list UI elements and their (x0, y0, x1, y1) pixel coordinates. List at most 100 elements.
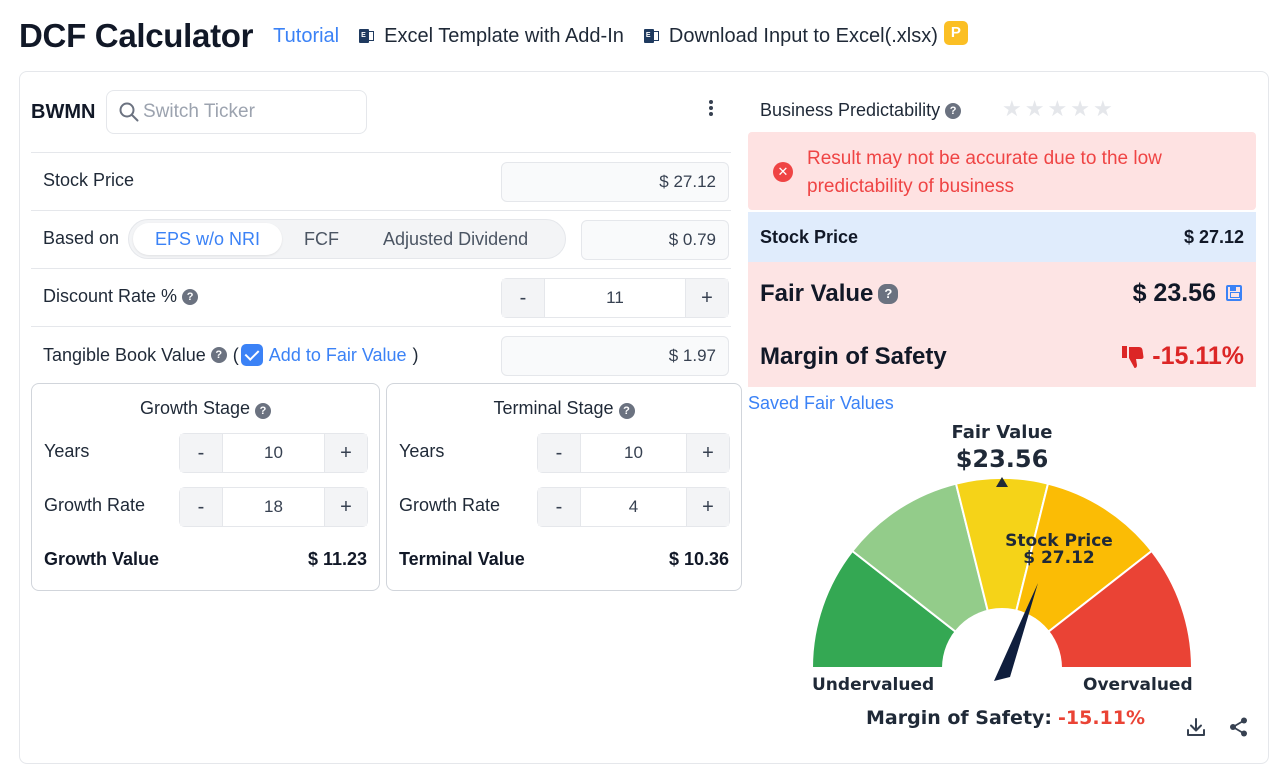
gauge-mos-value: -15.11% (1058, 707, 1145, 729)
search-input[interactable] (143, 99, 358, 125)
growth-rate-stepper: - 18 + (179, 487, 368, 527)
help-icon[interactable]: ? (255, 403, 272, 419)
based-on-option-fcf[interactable]: FCF (304, 229, 340, 249)
result-stock-price-label: Stock Price (760, 227, 859, 247)
predictability-rating: ★ ★ ★ ★ ★ (1002, 98, 1116, 120)
based-on-label: Based on (43, 228, 120, 248)
download-icon[interactable] (1185, 716, 1207, 738)
gauge-mos-label: Margin of Safety: -15.11% (866, 707, 1145, 729)
increment-button[interactable]: + (325, 434, 367, 472)
margin-of-safety-value: -15.11% (1152, 342, 1244, 370)
fair-value-label: Fair Value (760, 280, 874, 307)
tangible-book-value-row: Tangible Book Value ? ( Add to Fair Valu… (31, 326, 731, 384)
discount-rate-stepper: - 11 + (501, 278, 729, 318)
terminal-rate-stepper: - 4 + (537, 487, 730, 527)
decrement-button[interactable]: - (180, 488, 222, 526)
based-on-toggle: EPS w/o NRI FCF Adjusted Dividend (128, 219, 566, 259)
help-icon[interactable]: ? (945, 102, 962, 119)
tbv-field[interactable]: $ 1.97 (501, 336, 729, 376)
terminal-value: $ 10.36 (668, 549, 729, 569)
paren-open: ( (232, 344, 239, 365)
undervalued-label: Undervalued (812, 675, 934, 695)
growth-rate-input[interactable]: 18 (222, 488, 325, 526)
terminal-value-label: Terminal Value (399, 549, 525, 569)
save-icon[interactable] (1226, 285, 1242, 301)
more-options-icon[interactable] (707, 98, 715, 120)
page-header: DCF Calculator Tutorial E Excel Template… (19, 14, 968, 58)
terminal-stage-title: Terminal Stage (493, 398, 614, 418)
growth-years-stepper: - 10 + (179, 433, 368, 473)
business-predictability: Business Predictability ? (760, 100, 962, 121)
increment-button[interactable]: + (687, 434, 729, 472)
terminal-rate-label: Growth Rate (399, 495, 501, 515)
alert-message: Result may not be accurate due to the lo… (807, 148, 1162, 197)
download-excel-link[interactable]: E Download Input to Excel(.xlsx) (643, 25, 938, 48)
growth-stage-title: Growth Stage (139, 398, 251, 418)
based-on-option-eps[interactable]: EPS w/o NRI (133, 223, 283, 255)
gauge-stock-price: $ 27.12 (1023, 548, 1095, 568)
decrement-button[interactable]: - (180, 434, 222, 472)
discount-rate-row: Discount Rate % ? - 11 + (31, 268, 731, 326)
terminal-rate-input[interactable]: 4 (580, 488, 687, 526)
add-to-fair-value-checkbox[interactable] (240, 344, 263, 366)
star-icon: ★ (1092, 96, 1113, 121)
decrement-button[interactable]: - (538, 488, 580, 526)
help-icon[interactable]: ? (210, 347, 227, 363)
star-icon: ★ (1047, 96, 1068, 121)
gauge-fair-value: $23.56 (956, 445, 1049, 473)
stock-price-field[interactable]: $ 27.12 (501, 162, 729, 202)
premium-badge: P (943, 21, 968, 45)
discount-rate-label: Discount Rate % (43, 286, 178, 306)
fair-value: $ 23.56 (1132, 279, 1216, 307)
discount-rate-input[interactable]: 11 (544, 279, 686, 317)
terminal-years-input[interactable]: 10 (580, 434, 687, 472)
based-on-option-dividend[interactable]: Adjusted Dividend (383, 229, 529, 249)
growth-rate-label: Growth Rate (44, 495, 146, 515)
star-icon: ★ (1002, 96, 1022, 121)
tbv-label: Tangible Book Value (43, 344, 206, 365)
share-icon[interactable] (1228, 716, 1250, 738)
based-on-row: Based on EPS w/o NRI FCF Adjusted Divide… (31, 210, 731, 268)
terminal-years-stepper: - 10 + (537, 433, 730, 473)
growth-stage-title-wrap: Growth Stage? (32, 398, 379, 419)
tutorial-link[interactable]: Tutorial (273, 24, 340, 47)
result-stock-price: Stock Price $ 27.12 (748, 212, 1256, 262)
growth-years-input[interactable]: 10 (222, 434, 325, 472)
help-icon[interactable]: ? (618, 403, 635, 419)
excel-template-link[interactable]: E Excel Template with Add-In (359, 25, 624, 48)
page-title: DCF Calculator (19, 17, 254, 54)
switch-ticker-search[interactable] (106, 90, 367, 134)
discount-rate-label-wrap: Discount Rate % ? (43, 286, 199, 307)
fair-value-marker-icon (996, 477, 1008, 487)
error-icon: ✕ (773, 162, 793, 182)
search-icon (119, 102, 139, 122)
result-stock-price-value: $ 27.12 (1183, 227, 1244, 247)
terminal-years-label: Years (399, 441, 445, 461)
decrement-button[interactable]: - (502, 279, 544, 317)
increment-button[interactable]: + (325, 488, 367, 526)
margin-of-safety-label: Margin of Safety (760, 343, 947, 370)
based-on-value-field[interactable]: $ 0.79 (581, 220, 729, 260)
star-icon: ★ (1070, 96, 1090, 121)
ticker-row: BWMN (31, 90, 731, 136)
gauge-fair-value-title: Fair Value (952, 422, 1053, 443)
paren-close: ) (412, 344, 419, 365)
business-predictability-label: Business Predictability (760, 100, 941, 120)
gauge-stock-price-title: Stock Price (1005, 531, 1113, 551)
help-icon[interactable]: ? (878, 284, 899, 304)
overvalued-label: Overvalued (1083, 675, 1193, 695)
valuation-gauge: Fair Value $23.56 Stock Price $ 27.12 Un… (810, 422, 1194, 729)
thumbs-down-icon (1122, 345, 1144, 368)
growth-value-label: Growth Value (44, 549, 160, 569)
increment-button[interactable]: + (686, 279, 728, 317)
increment-button[interactable]: + (687, 488, 729, 526)
add-to-fair-value-label[interactable]: Add to Fair Value (268, 344, 407, 365)
fair-value-label-wrap: Fair Value ? (760, 280, 899, 308)
saved-fair-values-link[interactable]: Saved Fair Values (748, 393, 894, 413)
help-icon[interactable]: ? (182, 288, 199, 305)
excel-icon: E (359, 28, 375, 44)
decrement-button[interactable]: - (538, 434, 580, 472)
stock-price-label: Stock Price (43, 170, 135, 190)
accuracy-alert: ✕ Result may not be accurate due to the … (748, 132, 1256, 210)
tbv-label-wrap: Tangible Book Value ? ( Add to Fair Valu… (43, 344, 419, 366)
